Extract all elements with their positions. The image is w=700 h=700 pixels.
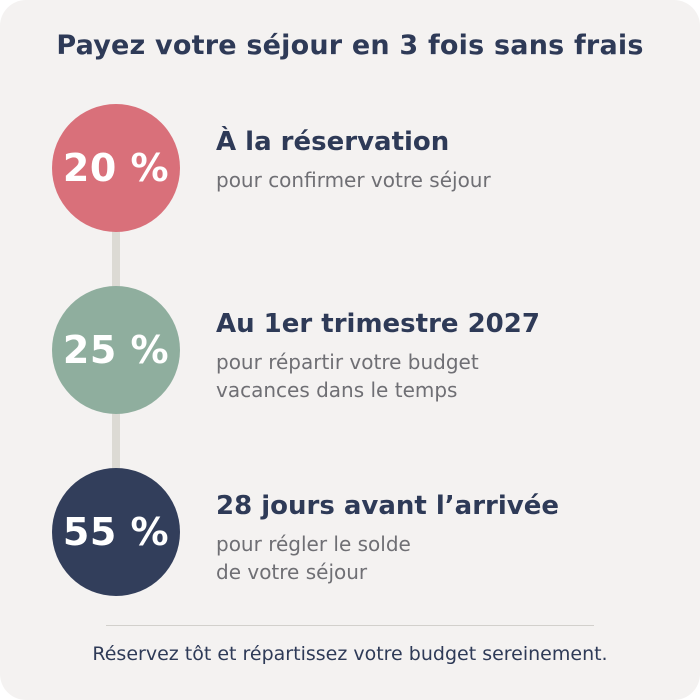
step-3-text: 28 jours avant l’arrivée pour régler le …	[216, 490, 686, 586]
timeline-connector	[112, 228, 120, 290]
step-1-percent: 20 %	[62, 146, 170, 190]
step-2-text: Au 1er trimestre 2027 pour répartir votr…	[216, 308, 686, 404]
step-3-percent-badge: 55 %	[52, 468, 180, 596]
timeline-connector	[112, 410, 120, 472]
step-3-percent: 55 %	[62, 510, 170, 554]
footer-divider	[106, 625, 594, 626]
step-2-description-line: vacances dans le temps	[216, 378, 458, 402]
step-2-description: pour répartir votre budget vacances dans…	[216, 348, 686, 404]
page-title: Payez votre séjour en 3 fois sans frais	[56, 30, 644, 61]
step-2-description-line: pour répartir votre budget	[216, 350, 479, 374]
step-1-heading: À la réservation	[216, 127, 450, 157]
step-3-description-line: de votre séjour	[216, 560, 368, 584]
step-1-text: À la réservation pour confirmer votre sé…	[216, 126, 686, 194]
step-2-percent-badge: 25 %	[52, 286, 180, 414]
step-1-description: pour confirmer votre séjour	[216, 166, 686, 194]
step-3-description: pour régler le solde de votre séjour	[216, 530, 686, 586]
step-2-percent: 25 %	[62, 328, 170, 372]
step-3-description-line: pour régler le solde	[216, 532, 411, 556]
footer-note: Réservez tôt et répartissez votre budget…	[92, 643, 608, 665]
step-1-percent-badge: 20 %	[52, 104, 180, 232]
step-1-description-line: pour confirmer votre séjour	[216, 168, 491, 192]
step-3-heading: 28 jours avant l’arrivée	[216, 491, 560, 521]
step-2-heading: Au 1er trimestre 2027	[216, 309, 540, 339]
